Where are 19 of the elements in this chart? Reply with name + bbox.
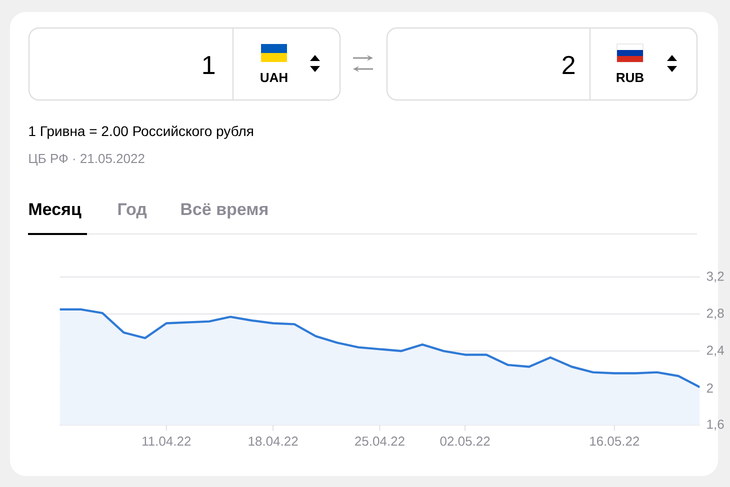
y-tick-label: 3,2 [706,272,724,282]
text: Год [118,203,147,218]
text: 1 [203,56,215,74]
y-tick-label: 2,4 [706,346,724,356]
x-tick-label: 02.05.22 [440,436,490,446]
text: Всё время [181,203,268,219]
text: ЦБ РФ · 21.05.2022 [29,154,144,166]
x-tick-label: 16.05.22 [590,436,640,446]
x-tick-label: 11.04.22 [142,436,191,446]
x-tick-label: 25.04.22 [355,436,404,446]
y-tick-label: 2 [706,383,713,393]
text: 2 [562,56,575,74]
text: 1 Гривна = 2.00 Российского рубля [29,126,253,139]
text: Месяц [29,203,82,218]
text: UAH [260,73,288,82]
text: RUB [616,73,644,82]
y-tick-label: 1,6 [707,420,724,430]
x-tick-label: 18.04.22 [248,436,298,446]
y-tick-label: 2,8 [706,308,724,320]
